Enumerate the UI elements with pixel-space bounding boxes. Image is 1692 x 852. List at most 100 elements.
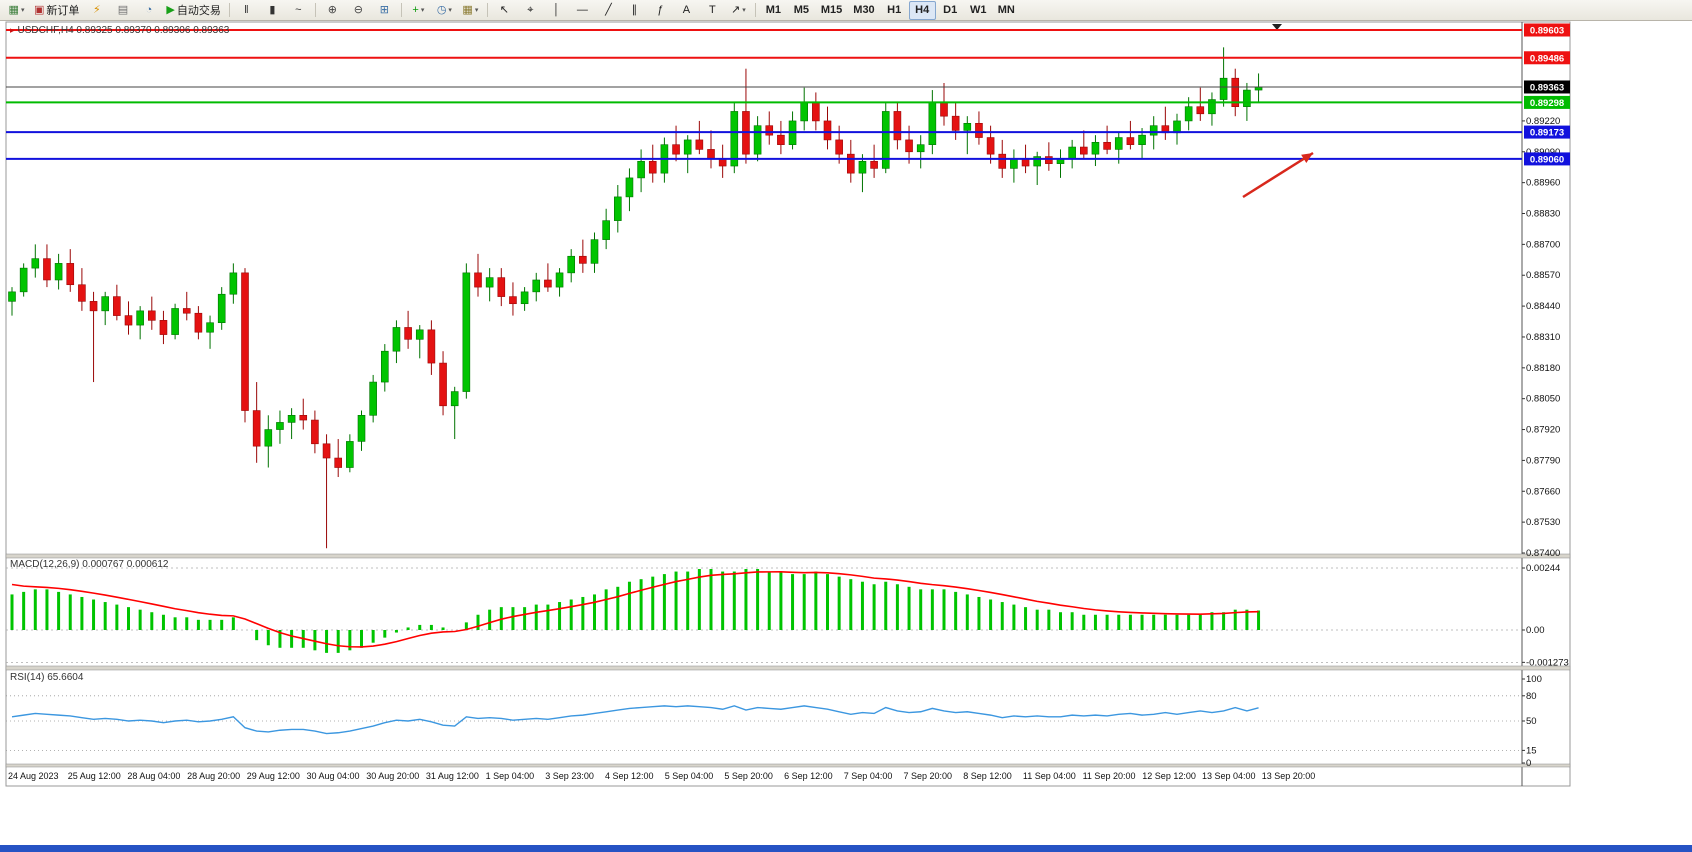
- trendline-button[interactable]: ╱: [596, 1, 621, 20]
- tf-h4-button[interactable]: H4: [908, 0, 936, 20]
- tf-m30-button[interactable]: M30: [848, 1, 879, 20]
- metaeditor-button[interactable]: ⚡: [84, 1, 109, 20]
- candles-series: [8, 47, 1263, 549]
- text-button[interactable]: A: [674, 1, 699, 20]
- label-icon: T: [709, 3, 716, 16]
- tf-h1-button[interactable]: H1: [881, 1, 908, 20]
- svg-text:0.87400: 0.87400: [1526, 548, 1560, 559]
- new-chart-icon: ▦: [8, 3, 19, 16]
- svg-text:11 Sep 04:00: 11 Sep 04:00: [1023, 771, 1076, 781]
- svg-text:3 Sep 23:00: 3 Sep 23:00: [545, 771, 594, 781]
- arrow-annotation[interactable]: [1242, 151, 1314, 199]
- tf-d1-button-label: D1: [943, 4, 958, 16]
- vertical-line-icon: │: [552, 3, 560, 16]
- caret-down-icon: ▾: [420, 7, 425, 14]
- svg-text:0.87920: 0.87920: [1526, 425, 1560, 436]
- bar-chart-button[interactable]: ‖: [234, 1, 259, 20]
- zoom-out-icon: ⊖: [353, 3, 363, 16]
- svg-text:5 Sep 04:00: 5 Sep 04:00: [665, 771, 714, 781]
- new-chart-button[interactable]: ▦ ▾: [4, 1, 29, 20]
- price-tags: 0.89603 0.89486 0.89298 0.89173 0.89060 0.893…: [1524, 23, 1570, 166]
- text-icon: A: [682, 3, 691, 16]
- chart-ohlc-header: ▸ USDCHF,H4 0.89325 0.89370 0.89306 0.893…: [10, 25, 229, 36]
- svg-text:31 Aug 12:00: 31 Aug 12:00: [426, 771, 479, 781]
- crosshair-button[interactable]: ⌖: [518, 1, 543, 20]
- arrows-icon: ↗: [731, 3, 741, 16]
- channel-button[interactable]: ∥: [622, 1, 647, 20]
- chart-frame: [5, 21, 1571, 787]
- svg-text:0.87660: 0.87660: [1526, 486, 1560, 497]
- tile-windows-icon: ⊞: [379, 3, 389, 16]
- scale-marker-icon: [1272, 24, 1282, 30]
- toolbar-separator: [228, 3, 230, 17]
- indicators-button[interactable]: + ▾: [406, 1, 431, 20]
- tf-h1-button-label: H1: [887, 4, 902, 16]
- new-order-button[interactable]: ▣ 新订单: [30, 1, 83, 20]
- chart-ohlc-text: USDCHF,H4 0.89325 0.89370 0.89306 0.8936…: [17, 25, 230, 36]
- tf-mn-button[interactable]: MN: [993, 1, 1020, 20]
- svg-text:0.88440: 0.88440: [1526, 301, 1560, 312]
- horizontal-line-icon: —: [576, 3, 588, 16]
- tile-windows-button[interactable]: ⊞: [372, 1, 397, 20]
- tf-m30-button-label: M30: [853, 4, 875, 16]
- candlestick-chart-icon: ▮: [269, 3, 276, 16]
- zoom-in-button[interactable]: ⊕: [320, 1, 345, 20]
- svg-text:6 Sep 12:00: 6 Sep 12:00: [784, 771, 833, 781]
- svg-text:0.88570: 0.88570: [1526, 270, 1560, 281]
- candlestick-chart-button[interactable]: ▮: [260, 1, 285, 20]
- tf-d1-button[interactable]: D1: [937, 1, 964, 20]
- price-axis: 0.89220 0.89090 0.88960 0.88830 0.88700 0.885…: [1522, 116, 1560, 559]
- svg-text:50: 50: [1526, 716, 1537, 727]
- horizontal-line-button[interactable]: —: [570, 1, 595, 20]
- new-order-icon: ▣: [34, 3, 45, 16]
- indicators-icon: +: [412, 3, 419, 16]
- strategy-tester-button[interactable]: ◔: [136, 1, 161, 20]
- cursor-button[interactable]: ↖: [492, 1, 517, 20]
- svg-text:4 Sep 12:00: 4 Sep 12:00: [605, 771, 654, 781]
- svg-text:15: 15: [1526, 745, 1537, 756]
- svg-text:0.89363: 0.89363: [1530, 82, 1564, 93]
- autotrading-button[interactable]: ▶ 自动交易: [162, 1, 224, 20]
- strategy-tester-icon: ◔: [145, 3, 153, 16]
- templates-button[interactable]: ▦ ▾: [458, 1, 483, 20]
- tf-w1-button[interactable]: W1: [965, 1, 992, 20]
- svg-text:0.87790: 0.87790: [1526, 455, 1560, 466]
- svg-text:0.00244: 0.00244: [1526, 563, 1560, 574]
- toolbar-separator: [486, 3, 488, 17]
- svg-text:29 Aug 12:00: 29 Aug 12:00: [247, 771, 300, 781]
- tf-m15-button[interactable]: M15: [816, 1, 847, 20]
- zoom-in-icon: ⊕: [327, 3, 337, 16]
- tf-m5-button[interactable]: M5: [788, 1, 815, 20]
- svg-text:-0.001273: -0.001273: [1526, 657, 1569, 668]
- svg-text:13 Sep 04:00: 13 Sep 04:00: [1202, 771, 1256, 781]
- macd-panel: 0.00244 0.00 -0.001273: [6, 563, 1569, 668]
- rsi-panel: 100 80 50 15 0: [6, 674, 1542, 769]
- crosshair-icon: ⌖: [527, 3, 534, 16]
- toolbar-separator: [400, 3, 402, 17]
- trendline-icon: ╱: [605, 3, 612, 16]
- caret-down-icon: ▾: [742, 7, 746, 14]
- svg-text:0.89298: 0.89298: [1530, 98, 1564, 109]
- horizontal-lines[interactable]: [6, 29, 1522, 160]
- arrows-button[interactable]: ↗ ▾: [726, 1, 751, 20]
- periods-button[interactable]: ◷ ▾: [432, 1, 457, 20]
- svg-text:0.89090: 0.89090: [1526, 147, 1560, 158]
- svg-text:30 Aug 20:00: 30 Aug 20:00: [366, 771, 419, 781]
- tf-m1-button-label: M1: [765, 4, 782, 16]
- cursor-icon: ↖: [499, 3, 509, 16]
- svg-text:0.87530: 0.87530: [1526, 517, 1560, 528]
- svg-text:13 Sep 20:00: 13 Sep 20:00: [1262, 771, 1316, 781]
- svg-text:0.89060: 0.89060: [1530, 154, 1564, 165]
- vertical-line-button[interactable]: │: [544, 1, 569, 20]
- line-chart-button[interactable]: ~: [286, 1, 311, 20]
- main-toolbar: ▦ ▾ ▣ 新订单 ⚡ ▤ ◔ ▶ 自动交易 ‖ ▮ ~ ⊕ ⊖ ⊞ + ▾ ◷ ▾ ▦ ▾ ↖ ⌖ │ — ╱ ∥ ƒ A T ↗ ▾ M1 M…: [0, 0, 1692, 21]
- tf-m1-button[interactable]: M1: [760, 1, 787, 20]
- tf-m15-button-label: M15: [820, 4, 843, 16]
- svg-text:0.88180: 0.88180: [1526, 363, 1560, 374]
- terminal-button[interactable]: ▤: [110, 1, 135, 20]
- fibonacci-button[interactable]: ƒ: [648, 1, 673, 20]
- label-button[interactable]: T: [700, 1, 725, 20]
- zoom-out-button[interactable]: ⊖: [346, 1, 371, 20]
